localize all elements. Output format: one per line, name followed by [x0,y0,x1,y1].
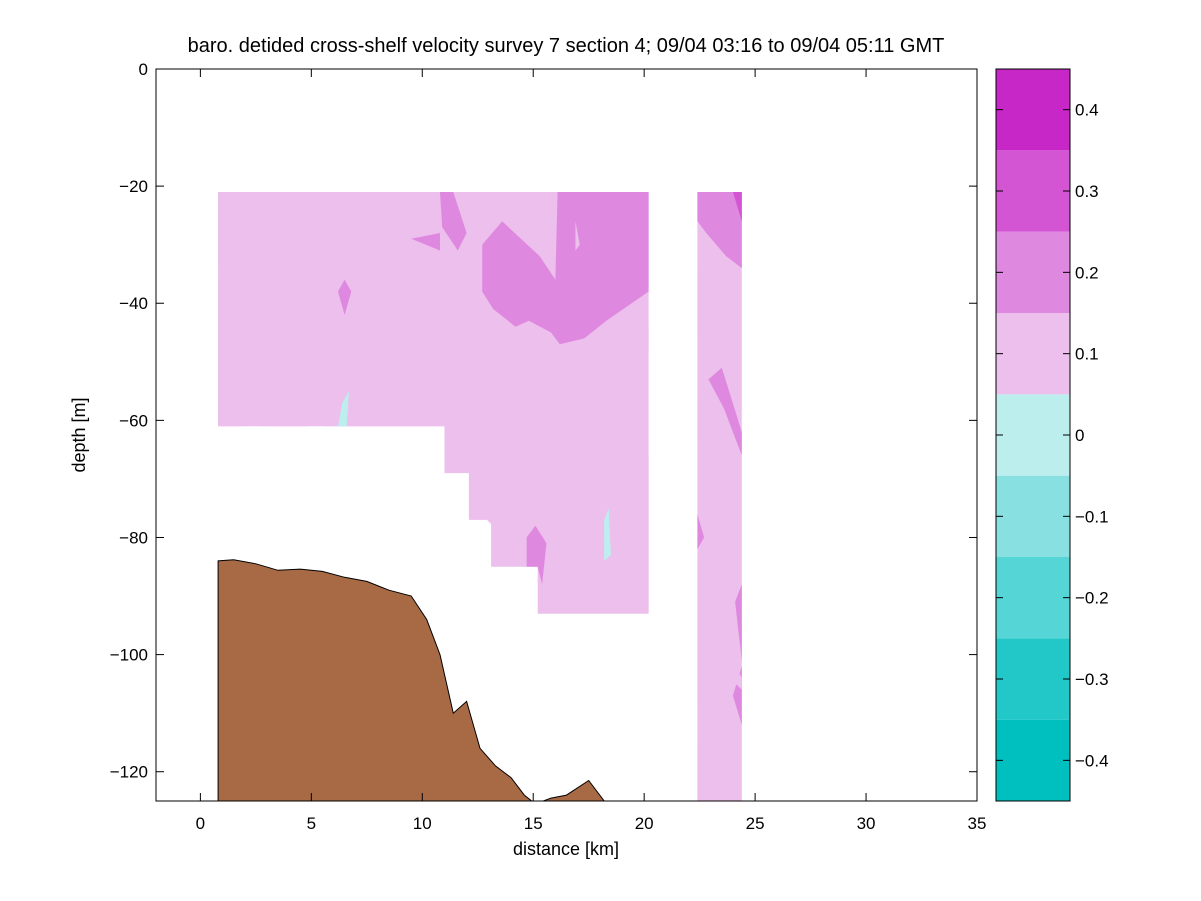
colorbar-band-2 [996,557,1070,639]
section-west-patch-2 [258,396,307,427]
section-west-patch-6 [377,268,440,315]
x-tick-label-7: 35 [968,814,987,833]
section-east-patch-12 [697,742,720,801]
section-east-patch-7 [697,396,705,438]
axes-box [155,68,978,802]
section-east-patch-8 [706,496,718,550]
section-west-patch-15 [526,525,547,585]
colorbar-band-8 [996,69,1070,151]
y-tick-label-4: −80 [119,528,148,547]
y-tick-label-0: 0 [139,60,148,79]
y-tick-label-6: −120 [110,763,148,782]
x-tick-label-2: 10 [413,814,432,833]
section-west-patch-3 [286,192,294,239]
y-tick-label-2: −40 [119,294,148,313]
section-west-patch-12 [411,233,440,251]
colorbar-band-7 [996,150,1070,232]
y-axis-label: depth [m] [69,397,89,472]
section-east-patch-6 [697,268,718,339]
colorbar-band-4 [996,394,1070,476]
section-west-patch-4 [295,303,445,427]
colorbar-band-6 [996,231,1070,313]
section-west-patch-5 [349,215,385,298]
plot-area [217,192,742,801]
section-west-patch-11 [440,192,467,251]
section-east-patch-0 [697,192,742,269]
colorbar-tick-label-2: 0.2 [1075,263,1099,282]
section-east-patch-1 [732,192,742,222]
x-tick-label-0: 0 [196,814,205,833]
section-west-patch-13 [338,279,352,315]
section-west-patch-10 [635,326,649,351]
colorbar-band-3 [996,475,1070,557]
bathymetry-area [217,559,605,801]
section-east-patch-5 [697,514,705,550]
x-axis-label: distance [km] [513,839,619,859]
y-tick-label-1: −20 [119,177,148,196]
y-tick-label-5: −100 [110,646,148,665]
section-east-patch-9 [697,560,724,714]
colorbar-tick-label-8: −0.4 [1075,751,1109,770]
colorbar-tick-label-1: 0.3 [1075,182,1099,201]
chart-title: baro. detided cross-shelf velocity surve… [188,35,945,57]
section-west-patch-0 [218,192,241,269]
section-west-patch-8 [468,385,529,538]
section-west-patch-18 [604,508,611,561]
section-east-patch-11 [697,719,736,790]
colorbar-band-0 [996,719,1070,801]
section-east-patch-3 [735,584,742,661]
colorbar-tick-label-3: 0.1 [1075,345,1099,364]
colorbar-tick-label-4: 0 [1075,426,1084,445]
section-west-patch-9 [537,455,649,614]
section-east-patch-2 [708,367,742,456]
section-west-patch-16 [575,221,580,251]
colorbar-tick-label-0: 0.4 [1075,101,1099,120]
x-tick-label-6: 30 [857,814,876,833]
colorbar-band-1 [996,638,1070,720]
section-west-patch-17 [338,391,349,427]
section-east-patch-10 [724,660,742,690]
colorbar-tick-label-7: −0.3 [1075,670,1109,689]
y-tick-label-3: −60 [119,411,148,430]
section-west-patch-1 [218,279,254,427]
colorbar-tick-label-6: −0.2 [1075,589,1109,608]
x-tick-label-3: 15 [524,814,543,833]
colorbar-tick-label-5: −0.1 [1075,507,1109,526]
plot-content [217,192,742,801]
section-west-patch-7 [426,291,449,392]
x-tick-label-1: 5 [307,814,316,833]
x-tick-label-5: 25 [746,814,765,833]
colorbar: 0.4 0.3 0.2 0.1 0 −0.1 −0.2 −0.3 −0.4 [995,68,1109,802]
x-tick-label-4: 20 [635,814,654,833]
section-west-patch-14 [482,192,649,345]
colorbar-band-5 [996,313,1070,395]
axes: 0 5 10 15 20 25 30 35 0 −20 −40 −60 −80 −100 −120 [110,60,987,833]
